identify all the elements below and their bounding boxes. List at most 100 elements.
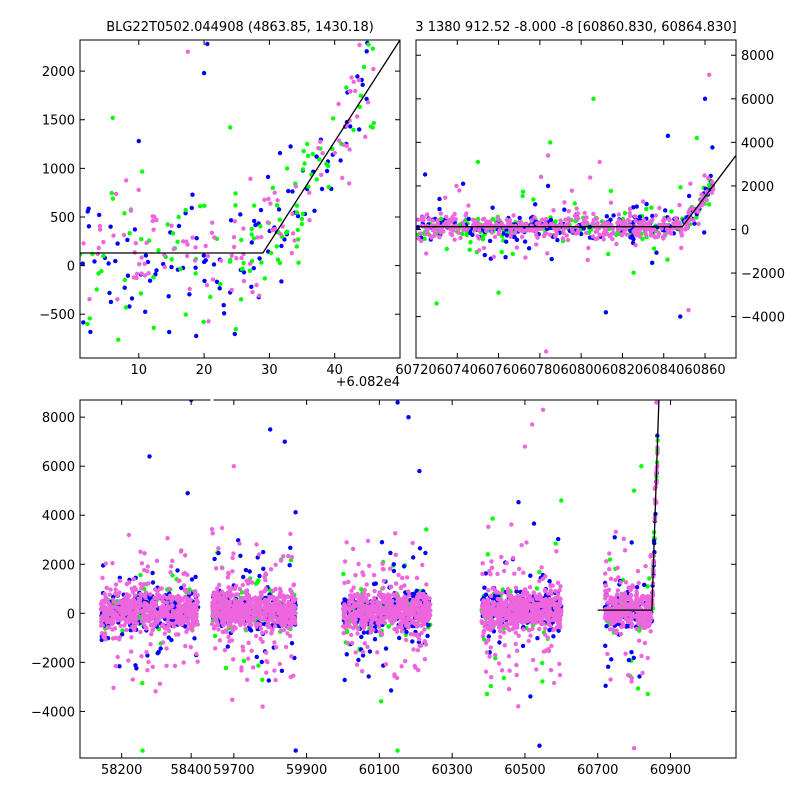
data-point [113,635,118,641]
data-point [657,231,662,236]
data-point [359,634,364,640]
data-point [247,569,252,574]
data-point [552,602,557,607]
data-point [590,234,596,239]
data-point [300,211,306,216]
data-point [375,650,380,655]
data-point [476,228,482,233]
data-point [370,125,375,130]
data-point [183,594,188,599]
data-point [594,216,599,221]
data-point [342,580,347,586]
data-point [240,644,245,649]
data-point [130,677,135,682]
data-point [348,124,353,129]
data-point [354,662,360,667]
data-point [158,646,163,651]
data-point [405,615,411,621]
data-point [324,161,329,167]
data-point [633,214,638,219]
data-point [127,231,132,236]
data-point [361,64,367,70]
data-point [415,648,421,653]
data-point [631,488,637,493]
data-point [269,611,274,616]
data-point [403,599,409,604]
data-point [154,558,160,564]
data-point [554,549,559,554]
data-point [283,644,289,650]
data-point [410,540,415,546]
data-point [256,606,261,611]
data-point [371,120,376,126]
data-point [495,621,500,626]
data-point [226,634,231,640]
data-point [533,202,538,207]
points-group [80,40,376,342]
data-point [510,555,516,561]
data-point [501,231,506,236]
data-point [477,248,482,253]
data-point [544,223,550,229]
data-point [545,183,551,189]
data-point [220,629,225,635]
data-point [677,202,682,208]
data-point [605,221,611,226]
data-point [205,253,211,259]
data-point [635,686,641,691]
data-point [239,590,245,595]
data-point [532,215,537,220]
data-point [495,571,500,577]
data-point [399,584,404,590]
data-point [540,679,545,684]
data-point [125,237,130,243]
data-point [393,581,399,586]
data-point [123,620,129,625]
data-point [238,212,243,217]
data-point [394,629,400,634]
data-point [189,577,195,582]
data-point [112,604,118,610]
data-point [134,616,140,621]
data-point [487,238,493,244]
data-point [391,568,397,574]
data-point [268,250,274,256]
data-point [210,220,215,225]
data-point [251,236,257,241]
data-point [138,581,143,587]
data-point [521,570,526,575]
data-point [414,621,419,626]
data-point [279,243,284,249]
model-curve [416,155,736,228]
data-point [105,625,110,630]
data-point [627,206,633,211]
data-point [139,586,144,591]
data-point [160,606,165,612]
data-point [514,648,520,653]
data-point [346,579,351,585]
data-point [488,593,494,599]
data-point [133,241,138,246]
data-point [184,253,190,259]
data-point [140,169,145,174]
data-point [548,667,554,673]
data-point [210,592,216,598]
data-point [424,231,429,237]
data-point [424,527,429,532]
data-point [127,602,132,607]
data-point [498,609,503,614]
data-point [128,611,133,617]
data-point [113,663,119,669]
data-point [301,148,306,154]
data-point [440,228,445,233]
data-point [381,599,386,605]
data-point [336,138,342,143]
data-point [101,239,106,245]
data-point [107,592,113,597]
data-point [543,626,548,631]
data-point [231,657,236,662]
data-point [156,611,161,617]
data-point [692,221,697,226]
data-point [496,217,502,223]
